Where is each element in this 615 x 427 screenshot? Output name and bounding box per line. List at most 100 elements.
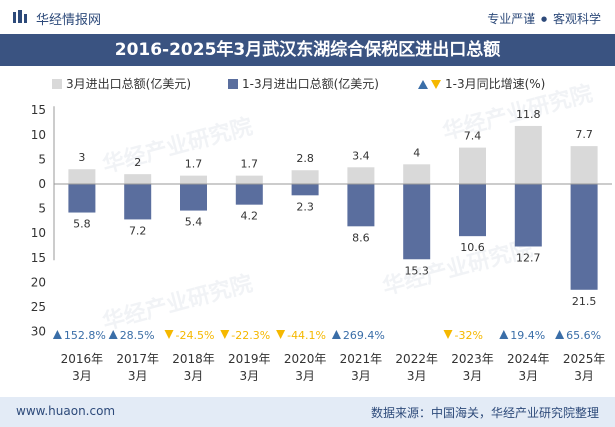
growth-up-marker	[108, 330, 118, 339]
legend-swatch-cumulative	[228, 79, 238, 89]
legend-swatch-march	[52, 79, 62, 89]
bar-march	[459, 147, 486, 184]
bar-march	[347, 167, 375, 184]
y-tick-label: 15	[31, 103, 46, 117]
bar-march	[124, 174, 152, 184]
growth-label: 65.6%	[566, 329, 601, 342]
data-label-cumulative: 7.2	[129, 224, 147, 237]
data-label-cumulative: 4.2	[241, 210, 259, 223]
bar-march	[291, 170, 319, 184]
bar-cumulative	[235, 184, 263, 205]
data-label-march: 3.4	[352, 149, 370, 162]
data-label-cumulative: 8.6	[352, 231, 370, 244]
brand-logo-icon	[13, 10, 27, 23]
data-label-cumulative: 21.5	[572, 295, 597, 308]
x-tick-label: 2021年 3月	[340, 352, 383, 383]
footer-website: www.huaon.com	[16, 404, 116, 418]
growth-label: 152.8%	[64, 329, 106, 342]
legend-triangle-icon	[418, 80, 441, 89]
bar-cumulative	[68, 184, 96, 213]
bar-cumulative	[291, 184, 319, 196]
bar-cumulative	[124, 184, 152, 220]
growth-up-marker	[499, 330, 509, 339]
data-label-cumulative: 10.6	[460, 241, 485, 254]
top-bar: 华经情报网 专业严谨 ● 客观科学	[0, 0, 615, 34]
data-label-march: 3	[78, 151, 85, 164]
y-tick-label: 30	[31, 325, 46, 339]
legend-label-growth: 1-3月同比增速(%)	[445, 77, 546, 91]
growth-up-marker	[52, 330, 62, 339]
data-label-cumulative: 2.3	[296, 200, 314, 213]
bar-march	[514, 125, 542, 184]
y-tick-label: 10	[31, 226, 46, 240]
chart-legend: 3月进出口总额(亿美元) 1-3月进出口总额(亿美元) 1-3月同比增速(%)	[0, 72, 615, 94]
y-tick-label: 25	[31, 300, 46, 314]
data-label-march: 2	[134, 156, 141, 169]
legend-item-growth: 1-3月同比增速(%)	[418, 75, 545, 92]
legend-label-cumulative: 1-3月进出口总额(亿美元)	[242, 77, 379, 91]
growth-up-marker	[331, 330, 341, 339]
x-tick-label: 2017年 3月	[116, 352, 159, 383]
growth-label: 269.4%	[343, 329, 385, 342]
bar-cumulative	[514, 184, 542, 247]
growth-label: 19.4%	[510, 329, 545, 342]
y-tick-label: 20	[31, 275, 46, 289]
data-label-march: 1.7	[185, 158, 203, 171]
growth-down-marker	[220, 330, 230, 339]
bar-cumulative	[570, 184, 598, 290]
data-label-march: 4	[413, 146, 420, 159]
brand-name: 华经情报网	[36, 13, 102, 28]
data-label-cumulative: 5.8	[73, 218, 91, 231]
x-tick-label: 2024年 3月	[507, 352, 550, 383]
bar-cumulative	[347, 184, 375, 227]
data-label-cumulative: 15.3	[404, 264, 429, 277]
y-tick-label: 10	[31, 128, 46, 142]
data-label-march: 2.8	[296, 152, 314, 165]
data-label-march: 7.4	[464, 130, 482, 143]
growth-down-marker	[276, 330, 286, 339]
bar-march	[68, 169, 96, 184]
slogan-right: 客观科学	[552, 12, 601, 26]
x-tick-label: 2025年 3月	[563, 352, 606, 383]
bar-march	[570, 146, 598, 184]
legend-item-cumulative: 1-3月进出口总额(亿美元)	[228, 75, 379, 92]
growth-label: 28.5%	[120, 329, 155, 342]
bar-march	[235, 175, 263, 184]
chart-plot: 15 10 5 0 5 10 15 20 25 30 3 5.8 2 7.2 1.7 5.4 1.7 4.2 2.8…	[31, 103, 612, 383]
slogan-separator: ●	[541, 15, 548, 23]
data-label-march: 7.7	[575, 128, 593, 141]
data-label-cumulative: 5.4	[185, 216, 203, 229]
x-tick-label: 2018年 3月	[172, 352, 215, 383]
slogan-left: 专业严谨	[487, 12, 536, 26]
growth-up-marker	[555, 330, 565, 339]
bar-cumulative	[180, 184, 207, 211]
y-tick-label: 15	[31, 251, 46, 265]
growth-label: -32%	[455, 329, 483, 342]
x-tick-label: 2019年 3月	[228, 352, 271, 383]
bar-march	[180, 175, 207, 184]
bar-cumulative	[459, 184, 486, 237]
data-label-march: 1.7	[241, 158, 259, 171]
x-tick-label: 2022年 3月	[395, 352, 438, 383]
bar-march	[403, 164, 431, 184]
x-tick-label: 2016年 3月	[61, 352, 104, 383]
y-tick-label: 0	[38, 177, 46, 191]
growth-label: -24.5%	[176, 329, 215, 342]
growth-down-marker	[443, 330, 453, 339]
slogan: 专业严谨 ● 客观科学	[485, 10, 601, 27]
footer: www.huaon.com 数据来源：中国海关，华经产业研究院整理	[0, 397, 615, 427]
bar-cumulative	[403, 184, 431, 260]
y-tick-label: 5	[38, 152, 46, 166]
data-label-march: 11.8	[516, 108, 541, 121]
growth-down-marker	[164, 330, 174, 339]
y-tick-label: 5	[38, 202, 46, 216]
growth-label: -44.1%	[287, 329, 326, 342]
legend-item-march: 3月进出口总额(亿美元)	[52, 75, 191, 92]
growth-label: -22.3%	[231, 329, 270, 342]
data-label-cumulative: 12.7	[516, 251, 541, 264]
x-tick-label: 2023年 3月	[451, 352, 494, 383]
chart-title: 2016-2025年3月武汉东湖综合保税区进出口总额	[0, 34, 615, 66]
x-tick-label: 2020年 3月	[284, 352, 327, 383]
legend-label-march: 3月进出口总额(亿美元)	[66, 77, 191, 91]
footer-source: 数据来源：中国海关，华经产业研究院整理	[370, 406, 599, 420]
